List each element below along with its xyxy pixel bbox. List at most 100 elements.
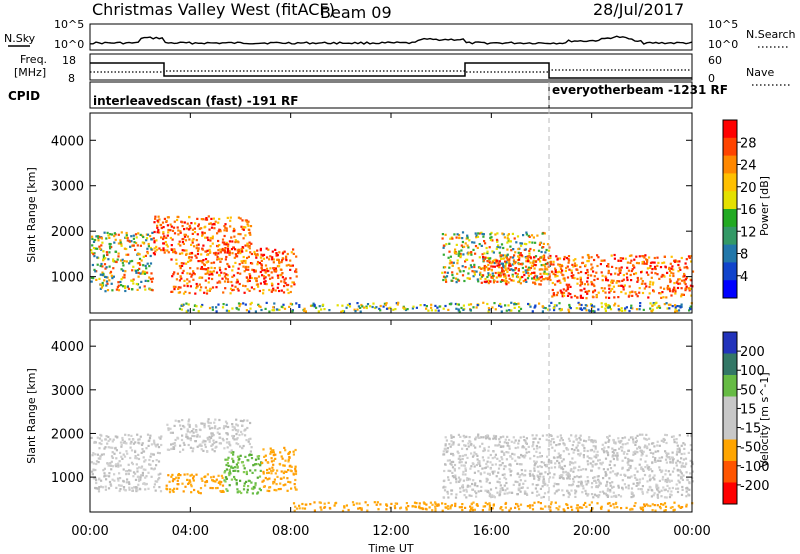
- data-pixel: [213, 222, 216, 226]
- data-pixel: [235, 433, 238, 436]
- data-pixel: [494, 233, 497, 236]
- data-pixel: [492, 265, 495, 268]
- data-pixel: [621, 479, 624, 482]
- data-pixel: [625, 506, 628, 509]
- data-pixel: [241, 261, 244, 264]
- data-pixel: [604, 492, 608, 495]
- data-pixel: [638, 445, 641, 448]
- data-pixel: [607, 284, 610, 287]
- data-pixel: [185, 227, 188, 230]
- data-pixel: [674, 306, 677, 309]
- power-colorbar-swatch: [723, 173, 737, 192]
- data-pixel: [147, 242, 150, 246]
- data-pixel: [430, 309, 433, 312]
- data-pixel: [183, 233, 186, 236]
- data-pixel: [92, 468, 95, 471]
- data-pixel: [155, 464, 158, 467]
- data-pixel: [173, 442, 176, 445]
- data-pixel: [473, 465, 476, 468]
- data-pixel: [122, 441, 125, 444]
- data-pixel: [663, 275, 666, 278]
- data-pixel: [136, 283, 140, 286]
- data-pixel: [526, 493, 529, 496]
- data-pixel: [396, 303, 399, 306]
- cpid-label: CPID: [8, 89, 40, 103]
- data-pixel: [491, 457, 494, 460]
- data-pixel: [361, 305, 364, 308]
- data-pixel: [212, 475, 215, 478]
- data-pixel: [290, 487, 293, 490]
- data-pixel: [607, 440, 610, 443]
- data-pixel: [452, 460, 455, 463]
- data-pixel: [491, 495, 494, 498]
- data-pixel: [149, 254, 152, 258]
- data-pixel: [139, 476, 142, 479]
- data-pixel: [604, 309, 607, 312]
- data-pixel: [579, 475, 583, 478]
- data-pixel: [98, 245, 101, 248]
- data-pixel: [169, 488, 172, 491]
- data-pixel: [606, 265, 609, 268]
- data-pixel: [201, 479, 204, 482]
- data-pixel: [580, 303, 583, 307]
- data-pixel: [281, 257, 284, 260]
- data-pixel: [317, 310, 320, 313]
- data-pixel: [450, 435, 453, 438]
- data-pixel: [511, 263, 514, 266]
- data-pixel: [536, 447, 539, 450]
- data-pixel: [173, 487, 176, 490]
- data-pixel: [254, 310, 257, 313]
- data-pixel: [565, 473, 568, 476]
- data-pixel: [180, 308, 183, 311]
- data-pixel: [229, 287, 233, 290]
- data-pixel: [291, 310, 294, 313]
- data-pixel: [246, 488, 249, 491]
- data-pixel: [463, 464, 466, 467]
- data-pixel: [538, 446, 541, 449]
- data-pixel: [138, 253, 141, 256]
- data-pixel: [295, 270, 298, 274]
- data-pixel: [670, 267, 673, 270]
- data-pixel: [197, 491, 201, 494]
- data-pixel: [444, 278, 447, 281]
- data-pixel: [195, 425, 198, 428]
- data-pixel: [590, 493, 594, 496]
- data-pixel: [114, 447, 117, 450]
- data-pixel: [219, 230, 222, 233]
- data-pixel: [669, 262, 672, 265]
- data-pixel: [423, 304, 426, 307]
- data-pixel: [576, 507, 579, 510]
- data-pixel: [132, 278, 135, 281]
- data-pixel: [94, 270, 97, 273]
- data-pixel: [562, 477, 565, 480]
- data-pixel: [203, 426, 206, 429]
- data-pixel: [458, 236, 461, 240]
- data-pixel: [135, 463, 138, 466]
- data-pixel: [470, 452, 473, 455]
- data-pixel: [572, 265, 575, 268]
- data-pixel: [277, 488, 280, 491]
- data-pixel: [183, 249, 186, 252]
- data-pixel: [686, 267, 689, 270]
- data-pixel: [609, 289, 612, 292]
- data-pixel: [560, 271, 563, 274]
- data-pixel: [413, 501, 417, 504]
- data-pixel: [473, 271, 476, 274]
- data-pixel: [258, 289, 261, 293]
- data-pixel: [206, 236, 209, 239]
- data-pixel: [662, 437, 665, 441]
- data-pixel: [474, 490, 477, 493]
- data-pixel: [276, 469, 279, 472]
- velocity-colorbar-swatch: [723, 375, 737, 397]
- data-pixel: [244, 455, 247, 458]
- data-pixel: [100, 439, 103, 442]
- data-pixel: [681, 462, 684, 465]
- data-pixel: [551, 281, 554, 285]
- data-pixel: [105, 266, 108, 269]
- data-pixel: [348, 305, 352, 308]
- data-pixel: [665, 441, 668, 445]
- data-pixel: [445, 280, 448, 283]
- data-pixel: [158, 486, 161, 489]
- data-pixel: [549, 278, 552, 282]
- data-pixel: [519, 307, 523, 310]
